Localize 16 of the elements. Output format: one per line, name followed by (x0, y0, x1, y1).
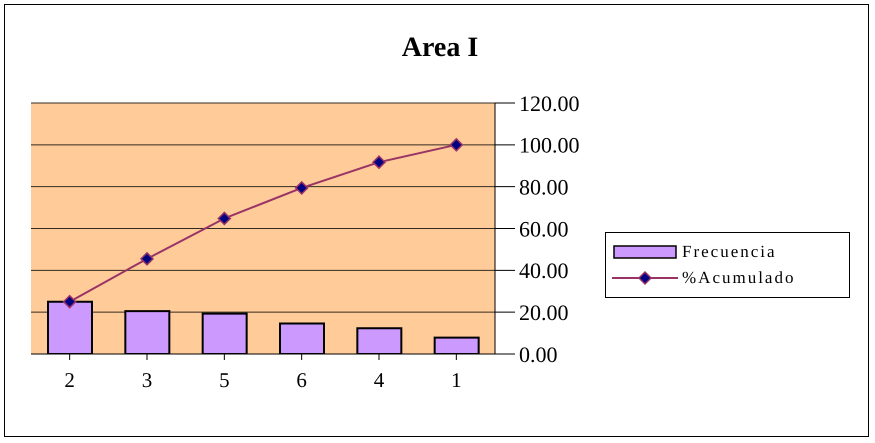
x-tick-label: 1 (451, 368, 462, 392)
y-tick-label: 100.00 (519, 132, 580, 158)
y-tick-label: 60.00 (519, 216, 568, 242)
x-tick-label: 4 (374, 368, 385, 392)
legend-label: Frecuencia (682, 242, 777, 262)
y-tick-label: 20.00 (519, 300, 568, 325)
y-tick-label: 40.00 (519, 258, 568, 284)
y-tick-label: 0.00 (519, 342, 558, 367)
y-tick-label: 120.00 (519, 90, 580, 116)
legend-label: %Acumulado (682, 268, 796, 288)
x-tick-label: 2 (64, 368, 75, 392)
y-tick-label: 80.00 (519, 174, 568, 200)
x-tick-label: 6 (296, 368, 307, 392)
x-tick-label: 5 (219, 368, 230, 392)
chart-title: Area I (402, 32, 478, 64)
x-tick-label: 3 (142, 368, 152, 392)
